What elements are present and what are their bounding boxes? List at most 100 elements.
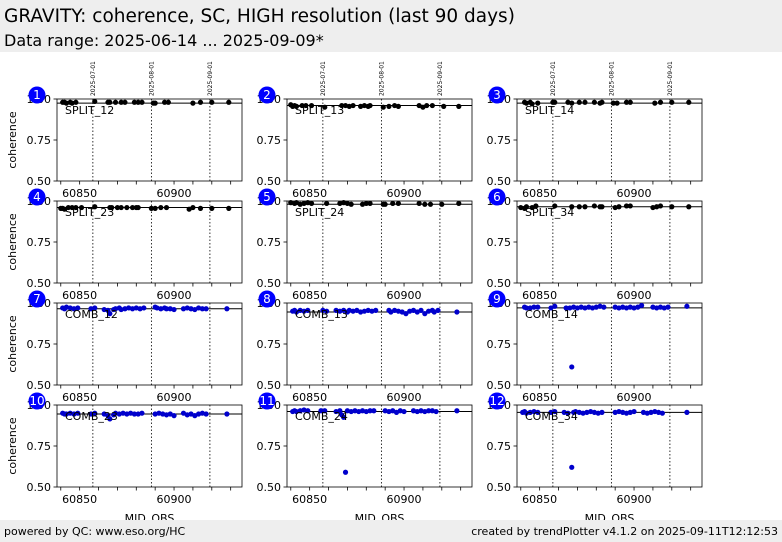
data-point [531, 304, 537, 310]
x-tick-label: 60900 [387, 493, 422, 506]
date-marker-label: 2025-08-01 [148, 61, 155, 96]
x-tick-label: 60850 [522, 391, 557, 404]
panel-index-badge [28, 392, 46, 410]
data-point [203, 306, 209, 312]
panel-label: SPLIT_24 [295, 206, 344, 219]
data-point [224, 306, 230, 312]
data-point [209, 205, 215, 211]
panel-10: 60850609000.500.751.00COMB_2310coherence… [6, 392, 243, 520]
y-tick-label: 0.50 [257, 175, 282, 188]
date-marker-label: 2025-09-01 [437, 61, 444, 96]
data-point [627, 99, 633, 105]
y-tick-label: 0.50 [487, 277, 512, 290]
data-point [341, 414, 347, 420]
data-point [563, 305, 569, 311]
data-point [139, 410, 145, 416]
data-point [131, 99, 137, 105]
y-tick-label: 0.50 [257, 481, 282, 494]
data-point [601, 304, 607, 310]
data-point [135, 204, 141, 211]
data-point [322, 104, 328, 110]
panel-label: SPLIT_14 [525, 104, 574, 117]
data-point [669, 204, 675, 210]
data-point [224, 411, 230, 417]
data-point [371, 408, 377, 414]
x-tick-label: 60900 [617, 187, 652, 200]
data-point [627, 203, 633, 209]
data-point [363, 200, 369, 207]
y-tick-label: 0.50 [487, 175, 512, 188]
x-tick-label: 60850 [292, 289, 327, 302]
data-point [118, 204, 124, 211]
x-tick-label: 60900 [157, 493, 192, 506]
data-point [401, 408, 407, 415]
data-point [552, 203, 558, 209]
data-point [433, 408, 439, 415]
data-point [324, 200, 330, 207]
y-tick-label: 0.75 [257, 440, 282, 453]
data-point [152, 205, 158, 211]
y-tick-label: 0.50 [487, 379, 512, 392]
data-point [367, 102, 373, 109]
y-tick-label: 0.50 [257, 379, 282, 392]
data-point [552, 303, 558, 309]
data-point [308, 102, 315, 109]
data-point [569, 204, 575, 210]
data-point [139, 99, 145, 105]
y-tick-label: 0.50 [257, 277, 282, 290]
data-point [141, 305, 147, 311]
data-point [171, 306, 177, 313]
x-tick-label: 60850 [522, 493, 557, 506]
x-tick-label: 60900 [157, 289, 192, 302]
data-point [367, 408, 373, 414]
panel-index-badge [28, 188, 46, 206]
data-point [350, 102, 356, 109]
data-point [533, 203, 539, 209]
x-tick-label: 60900 [617, 493, 652, 506]
x-tick-label: 60850 [522, 289, 557, 302]
data-point [569, 464, 575, 470]
date-marker-label: 2025-07-01 [550, 61, 557, 96]
x-tick-label: 60900 [387, 391, 422, 404]
x-tick-label: 60900 [617, 289, 652, 302]
data-point [318, 408, 324, 414]
panel-label: COMB_13 [295, 308, 348, 321]
data-point [523, 305, 530, 311]
data-point [386, 103, 392, 109]
data-point [535, 100, 541, 106]
panel-index-number: 3 [493, 88, 501, 102]
data-point [441, 103, 447, 109]
data-point [569, 100, 575, 106]
data-point [529, 101, 535, 107]
y-tick-label: 0.50 [27, 175, 52, 188]
y-tick-label: 0.75 [257, 236, 282, 249]
data-point [582, 204, 588, 210]
data-point [107, 311, 113, 317]
data-point [197, 99, 204, 105]
y-tick-label: 0.75 [27, 440, 52, 453]
data-point [163, 204, 170, 211]
data-point [422, 201, 428, 207]
data-point [576, 99, 582, 105]
data-point [124, 204, 130, 211]
data-point [631, 408, 637, 415]
data-point [599, 204, 605, 210]
y-tick-label: 0.50 [487, 481, 512, 494]
data-point [135, 99, 141, 105]
data-point [197, 205, 204, 211]
data-point [535, 409, 541, 415]
panel-label: COMB_12 [65, 308, 118, 321]
x-tick-label: 60900 [157, 187, 192, 200]
data-point [324, 308, 330, 314]
panel-index-number: 11 [259, 394, 274, 408]
data-point [92, 204, 98, 210]
y-tick-label: 0.75 [27, 134, 52, 147]
data-point [152, 100, 158, 106]
x-tick-label: 60850 [62, 187, 97, 200]
y-axis-label: coherence [6, 315, 19, 373]
data-point [92, 305, 98, 311]
data-point [73, 204, 79, 211]
data-point [299, 102, 305, 109]
data-point [684, 303, 690, 309]
y-tick-label: 0.75 [257, 338, 282, 351]
